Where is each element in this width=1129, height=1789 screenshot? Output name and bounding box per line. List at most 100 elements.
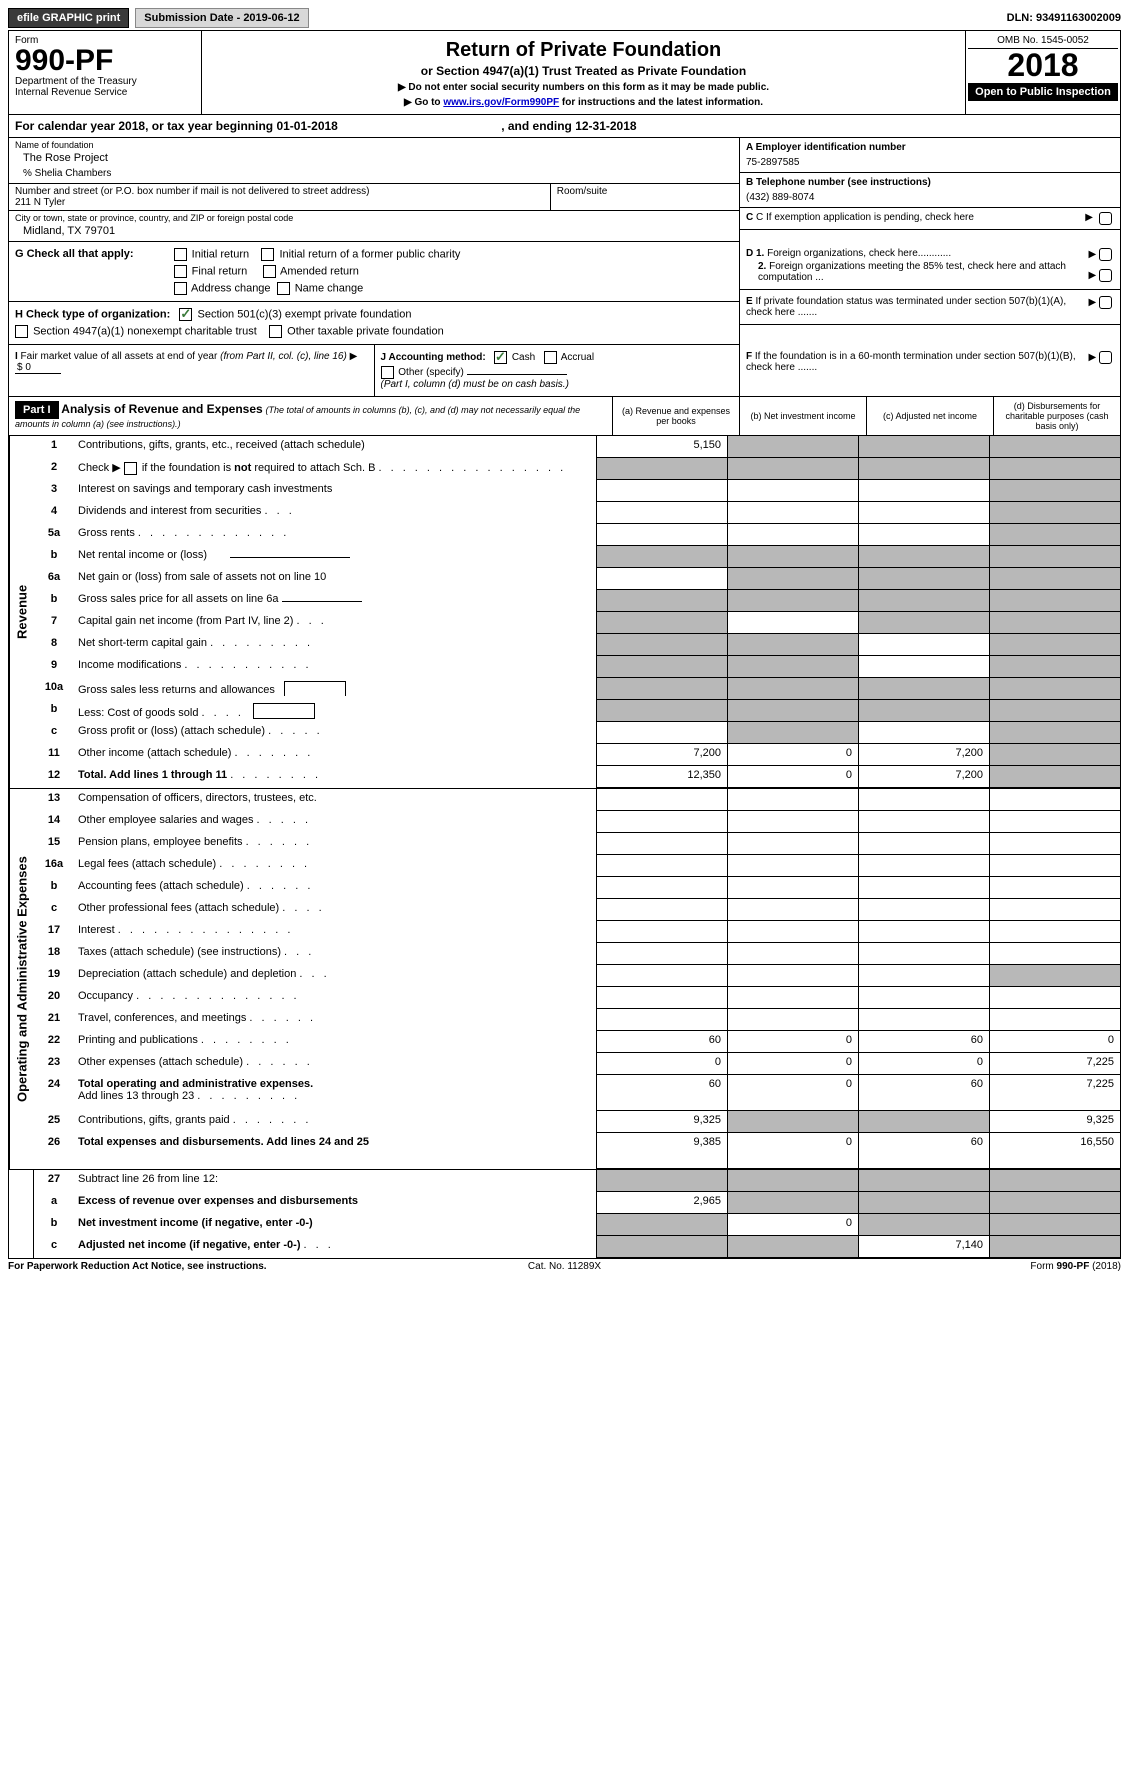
g-final-return[interactable] (174, 265, 187, 278)
l9-c (858, 656, 989, 678)
h-opt3: Other taxable private foundation (287, 325, 444, 337)
l5b-c (858, 546, 989, 568)
l10b-num: b (34, 700, 74, 722)
g-address-change[interactable] (174, 282, 187, 295)
j-cash-checkbox[interactable] (494, 351, 507, 364)
l27-c (858, 1170, 989, 1192)
col-d-header: (d) Disbursements for charitable purpose… (993, 397, 1120, 435)
l11-d (989, 744, 1120, 766)
l23-num: 23 (34, 1053, 74, 1075)
j-accrual-checkbox[interactable] (544, 351, 557, 364)
g-initial-former[interactable] (261, 248, 274, 261)
l27c-desc: Adjusted net income (if negative, enter … (74, 1236, 596, 1258)
i-j-f-section: I Fair market value of all assets at end… (9, 345, 1120, 396)
l15-desc: Pension plans, employee benefits . . . .… (74, 833, 596, 855)
l2-num: 2 (34, 458, 74, 480)
line-21: 21 Travel, conferences, and meetings . .… (34, 1009, 1120, 1031)
form-title: Return of Private Foundation (208, 39, 959, 62)
d-e-section: D 1. Foreign organizations, check here..… (739, 242, 1120, 345)
l27b-d (989, 1214, 1120, 1236)
d1-checkbox[interactable] (1099, 248, 1112, 261)
l16a-desc: Legal fees (attach schedule) . . . . . .… (74, 855, 596, 877)
l22-c: 60 (858, 1031, 989, 1053)
h-other-taxable-checkbox[interactable] (269, 325, 282, 338)
h-501c3-checkbox[interactable] (179, 308, 192, 321)
h-opt1: Section 501(c)(3) exempt private foundat… (197, 308, 411, 320)
header-right: OMB No. 1545-0052 2018 Open to Public In… (965, 31, 1120, 114)
l27b-desc: Net investment income (if negative, ente… (74, 1214, 596, 1236)
instruction-2: ▶ Go to www.irs.gov/Form990PF for instru… (208, 97, 959, 108)
expense-label: Operating and Administrative Expenses (9, 789, 34, 1169)
l1-b (727, 436, 858, 458)
l4-text: Dividends and interest from securities (78, 505, 261, 517)
efile-button[interactable]: efile GRAPHIC print (8, 8, 129, 28)
line-7: 7 Capital gain net income (from Part IV,… (34, 612, 1120, 634)
l27c-c: 7,140 (858, 1236, 989, 1258)
l1-a: 5,150 (596, 436, 727, 458)
l13-desc: Compensation of officers, directors, tru… (74, 789, 596, 811)
d2-checkbox[interactable] (1099, 269, 1112, 282)
l20-b (727, 987, 858, 1009)
l18-b (727, 943, 858, 965)
l11-b: 0 (727, 744, 858, 766)
l16a-num: 16a (34, 855, 74, 877)
l20-a (596, 987, 727, 1009)
l17-d (989, 921, 1120, 943)
j-label: J Accounting method: (381, 352, 486, 363)
l9-a (596, 656, 727, 678)
l1-d (989, 436, 1120, 458)
footer-row: For Paperwork Reduction Act Notice, see … (8, 1259, 1121, 1274)
line-5a: 5a Gross rents . . . . . . . . . . . . . (34, 524, 1120, 546)
line-27: 27 Subtract line 26 from line 12: (34, 1170, 1120, 1192)
l27a-a: 2,965 (596, 1192, 727, 1214)
g-name-change[interactable] (277, 282, 290, 295)
j-accrual: Accrual (561, 352, 594, 363)
l10a-c (858, 678, 989, 700)
l2-a (596, 458, 727, 480)
line-23: 23 Other expenses (attach schedule) . . … (34, 1053, 1120, 1075)
g-initial-return[interactable] (174, 248, 187, 261)
f-checkbox[interactable] (1099, 351, 1112, 364)
l13-d (989, 789, 1120, 811)
city-cell: City or town, state or province, country… (9, 211, 739, 242)
l25-desc: Contributions, gifts, grants paid . . . … (74, 1111, 596, 1133)
l20-d (989, 987, 1120, 1009)
l8-text: Net short-term capital gain (78, 637, 207, 649)
l25-d: 9,325 (989, 1111, 1120, 1133)
l6a-desc: Net gain or (loss) from sale of assets n… (74, 568, 596, 590)
l10c-text: Gross profit or (loss) (attach schedule) (78, 725, 265, 737)
l9-desc: Income modifications . . . . . . . . . .… (74, 656, 596, 678)
l27b-a (596, 1214, 727, 1236)
l27b-text: Net investment income (if negative, ente… (78, 1217, 313, 1229)
c-checkbox[interactable] (1099, 212, 1112, 225)
l3-c (858, 480, 989, 502)
l5b-desc: Net rental income or (loss) (74, 546, 596, 568)
h-4947-checkbox[interactable] (15, 325, 28, 338)
g-amended[interactable] (263, 265, 276, 278)
l5a-num: 5a (34, 524, 74, 546)
l14-desc: Other employee salaries and wages . . . … (74, 811, 596, 833)
l2-checkbox[interactable] (124, 462, 137, 475)
c-label: C If exemption application is pending, c… (756, 212, 974, 223)
e-checkbox[interactable] (1099, 296, 1112, 309)
l15-b (727, 833, 858, 855)
l9-b (727, 656, 858, 678)
l22-b: 0 (727, 1031, 858, 1053)
city-label: City or town, state or province, country… (15, 213, 733, 223)
l21-b (727, 1009, 858, 1031)
line-15: 15 Pension plans, employee benefits . . … (34, 833, 1120, 855)
l14-c (858, 811, 989, 833)
l6b-num: b (34, 590, 74, 612)
l13-num: 13 (34, 789, 74, 811)
l1-c (858, 436, 989, 458)
form-header: Form 990-PF Department of the Treasury I… (9, 31, 1120, 115)
irs-link[interactable]: www.irs.gov/Form990PF (443, 97, 559, 108)
l19-text: Depreciation (attach schedule) and deple… (78, 968, 296, 980)
open-to-public: Open to Public Inspection (968, 83, 1118, 101)
line-27a: a Excess of revenue over expenses and di… (34, 1192, 1120, 1214)
cal-begin: 01-01-2018 (276, 119, 337, 133)
l16b-c (858, 877, 989, 899)
address-row: Number and street (or P.O. box number if… (9, 184, 739, 211)
l23-d: 7,225 (989, 1053, 1120, 1075)
j-other-checkbox[interactable] (381, 366, 394, 379)
